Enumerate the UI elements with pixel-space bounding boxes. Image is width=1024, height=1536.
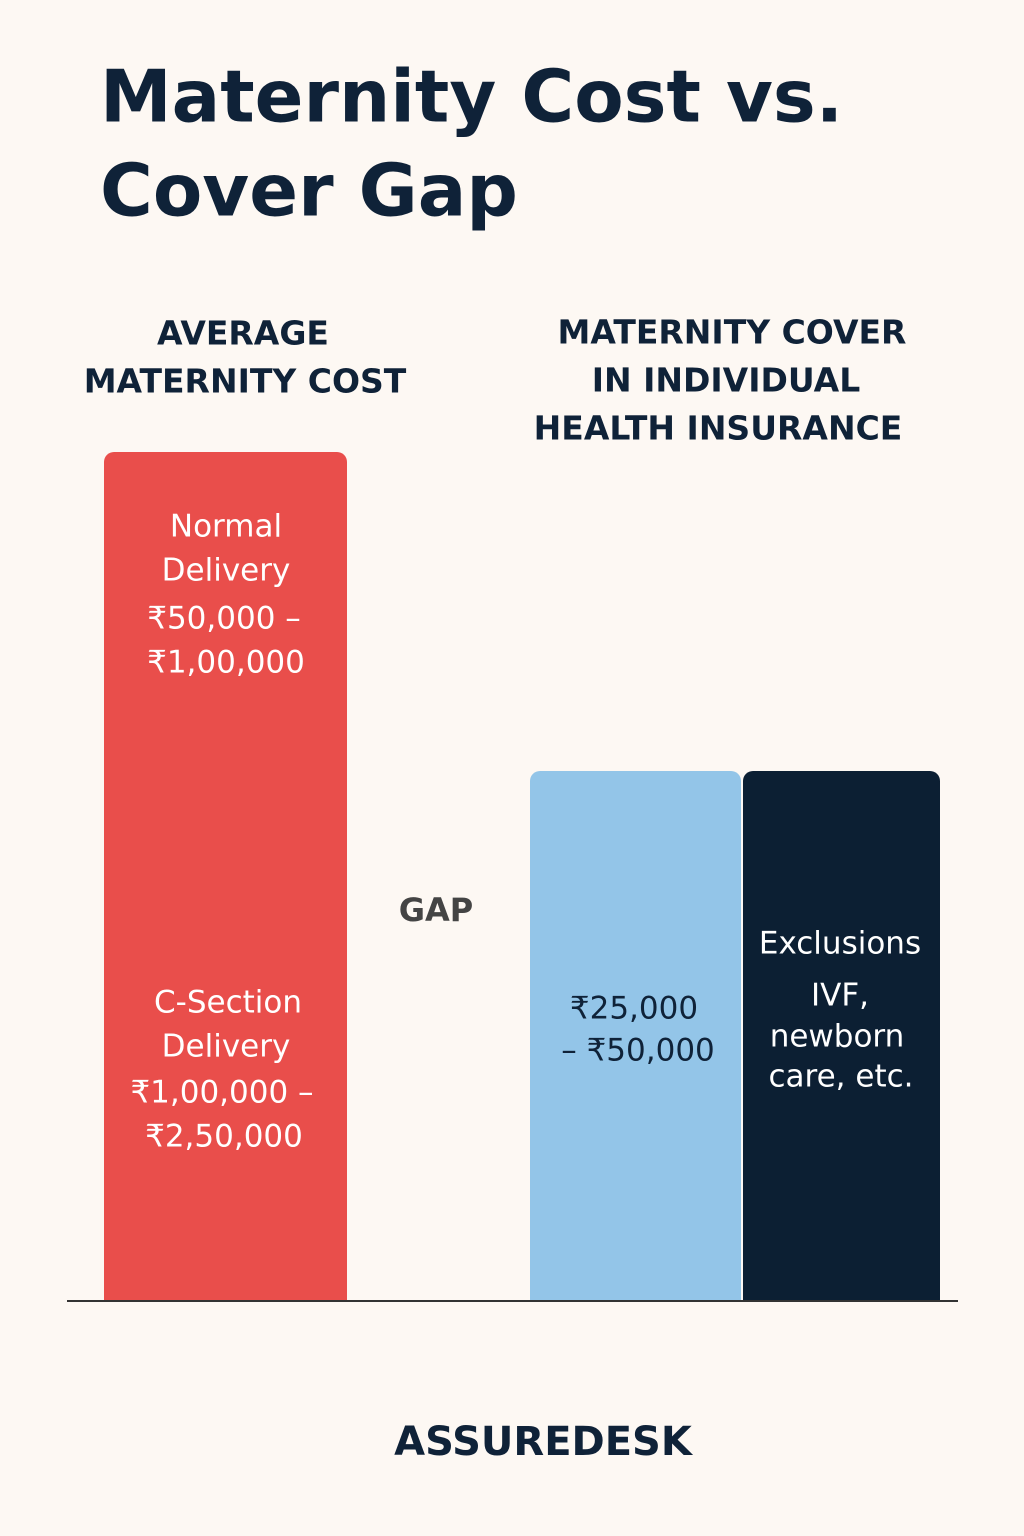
cover-bar — [530, 771, 741, 1301]
exclusions-title: Exclusions — [759, 926, 921, 962]
csection-range: ₹1,00,000 – — [130, 1075, 313, 1111]
normal-label: Delivery — [162, 553, 291, 589]
brand: ASSUREDESK — [394, 1419, 694, 1465]
cost-bar — [104, 452, 347, 1301]
csection-range: ₹2,50,000 — [145, 1119, 303, 1155]
csection-label: Delivery — [162, 1029, 291, 1065]
exclusions-line: care, etc. — [768, 1059, 913, 1095]
left-heading: AVERAGE — [157, 314, 329, 353]
cover-range: ₹25,000 — [570, 991, 698, 1027]
normal-range: ₹50,000 – — [147, 601, 301, 637]
gap-label: GAP — [399, 891, 473, 929]
right-heading: HEALTH INSURANCE — [534, 409, 903, 448]
title-line: Maternity Cost vs. — [100, 55, 843, 139]
left-heading: MATERNITY COST — [84, 362, 407, 401]
normal-label: Normal — [170, 509, 282, 545]
title-line: Cover Gap — [100, 149, 518, 233]
csection-label: C-Section — [154, 985, 302, 1021]
cover-range: – ₹50,000 — [561, 1033, 715, 1069]
exclusions-line: newborn — [770, 1019, 905, 1055]
exclusions-line: IVF, — [811, 978, 869, 1014]
right-heading: IN INDIVIDUAL — [592, 361, 861, 400]
normal-range: ₹1,00,000 — [147, 645, 305, 681]
exclusions-bar — [743, 771, 940, 1301]
right-heading: MATERNITY COVER — [558, 313, 907, 352]
